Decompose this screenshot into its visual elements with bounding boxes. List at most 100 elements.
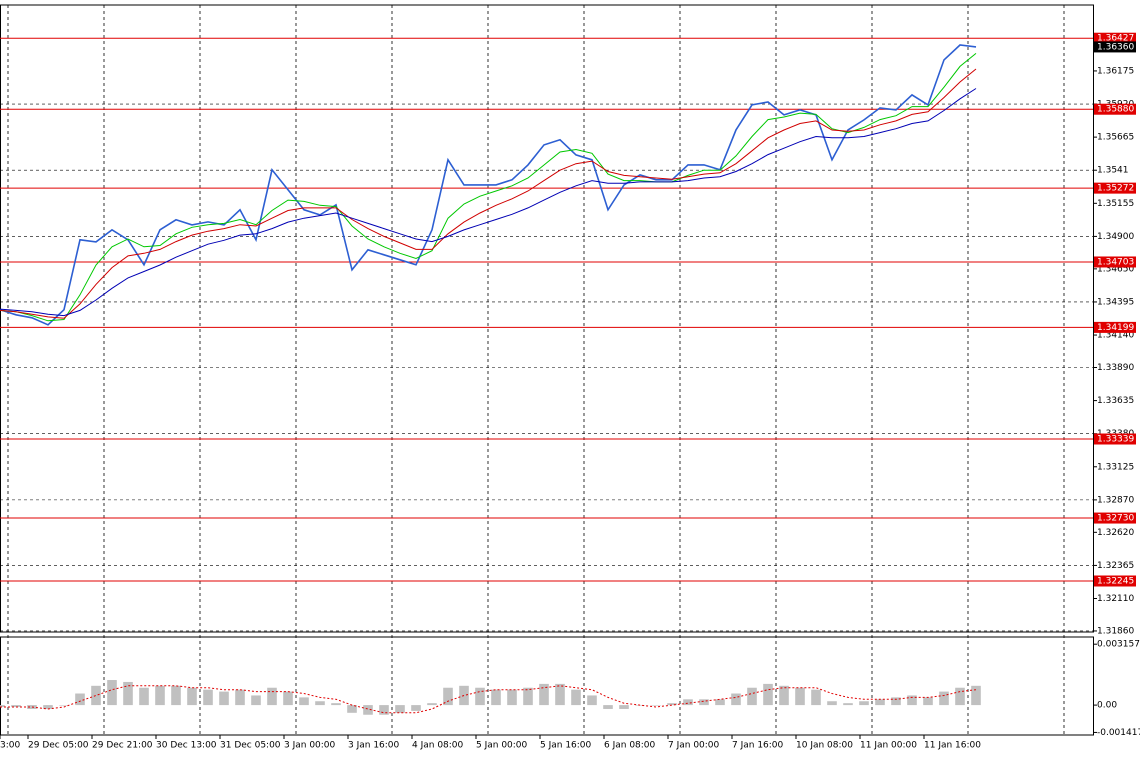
- histogram-bar: [443, 687, 453, 706]
- histogram-bar: [875, 699, 885, 706]
- histogram-bar: [587, 695, 597, 706]
- histogram-bar: [347, 705, 357, 713]
- x-tick-label: 29 Dec 05:00: [28, 741, 89, 751]
- x-tick-label: 10 Jan 08:00: [796, 741, 853, 751]
- histogram-bar: [203, 689, 213, 706]
- y-tick-label: 1.31860: [1097, 626, 1134, 636]
- y-tick-label: 1.36175: [1097, 66, 1134, 76]
- histogram-bar: [763, 683, 773, 706]
- histogram-bar: [91, 685, 101, 706]
- level-label: 1.35272: [1097, 184, 1134, 194]
- histogram-bar: [731, 693, 741, 706]
- level-label-box: [1094, 103, 1136, 115]
- level-label-box: [1094, 32, 1136, 44]
- histogram-bar: [715, 699, 725, 706]
- histogram-bar: [123, 681, 133, 706]
- histogram-bar: [747, 687, 757, 706]
- histogram-bar: [0, 705, 5, 708]
- moving-average: [0, 53, 977, 322]
- histogram-bar: [507, 689, 517, 706]
- plot-frame: [0, 636, 1094, 736]
- histogram-bar: [539, 683, 549, 706]
- x-tick-label: 29 Dec 21:00: [92, 741, 153, 751]
- histogram-bar: [187, 687, 197, 706]
- y-tick-label: 1.32365: [1097, 561, 1134, 571]
- x-tick-label: 3 Jan 16:00: [348, 741, 400, 751]
- x-tick-label: 6 Jan 08:00: [604, 741, 656, 751]
- histogram-bar: [107, 680, 117, 706]
- histogram-bar: [59, 705, 69, 706]
- histogram-bar: [171, 685, 181, 706]
- histogram-bar: [651, 705, 661, 706]
- moving-average: [0, 68, 977, 319]
- histogram-bar: [283, 691, 293, 706]
- x-tick-label: 5 Jan 16:00: [540, 741, 592, 751]
- histogram-bar: [603, 705, 613, 709]
- histogram-bar: [779, 685, 789, 706]
- histogram-bar: [43, 705, 53, 709]
- histogram-bar: [363, 705, 373, 715]
- level-label-box: [1094, 182, 1136, 194]
- histogram-bar: [619, 705, 629, 709]
- histogram-bar: [427, 703, 437, 706]
- x-tick-label: 5 Jan 00:00: [476, 741, 528, 751]
- x-tick-label: 11 Jan 16:00: [924, 741, 981, 751]
- histogram-bar: [11, 705, 21, 708]
- y-tick-label: 1.34900: [1097, 232, 1134, 242]
- level-label-box: [1094, 256, 1136, 268]
- histogram-bar: [75, 693, 85, 706]
- y-tick-label: 0.00: [1097, 701, 1117, 711]
- histogram-bar: [235, 689, 245, 706]
- histogram-bar: [331, 703, 341, 706]
- y-tick-label: 1.35665: [1097, 133, 1134, 143]
- current-price-box: [1094, 41, 1136, 53]
- histogram-bar: [955, 687, 965, 706]
- signal-line: [0, 685, 977, 714]
- histogram-bar: [939, 691, 949, 706]
- y-tick-label: 1.3541: [1097, 166, 1129, 176]
- y-tick-label: 1.34140: [1097, 331, 1134, 341]
- x-tick-label: 3:00: [0, 741, 20, 751]
- y-tick-label: 1.34650: [1097, 264, 1134, 274]
- histogram-bar: [699, 699, 709, 706]
- histogram-bar: [859, 701, 869, 706]
- histogram-bar: [379, 705, 389, 715]
- plot-frame: [0, 4, 1094, 633]
- histogram-bar: [155, 685, 165, 706]
- histogram-bar: [827, 701, 837, 706]
- level-label: 1.35880: [1097, 105, 1134, 115]
- histogram-bar: [475, 687, 485, 706]
- histogram-bar: [811, 689, 821, 706]
- level-label: 1.32245: [1097, 576, 1134, 586]
- x-tick-label: 11 Jan 00:00: [860, 741, 917, 751]
- x-tick-label: 7 Jan 00:00: [668, 741, 720, 751]
- histogram-bar: [795, 687, 805, 706]
- level-label: 1.32730: [1097, 514, 1134, 524]
- histogram-bar: [971, 685, 981, 706]
- x-tick-label: 31 Dec 05:00: [220, 741, 281, 751]
- histogram-bar: [555, 683, 565, 706]
- histogram-bar: [315, 701, 325, 706]
- histogram-bar: [571, 689, 581, 706]
- y-tick-label: 1.35155: [1097, 199, 1134, 209]
- y-tick-label: 1.34395: [1097, 297, 1134, 307]
- y-tick-label: -0.001417: [1097, 728, 1140, 738]
- level-label-box: [1094, 321, 1136, 333]
- histogram-bar: [251, 695, 261, 706]
- histogram-bar: [267, 687, 277, 706]
- x-tick-label: 4 Jan 08:00: [412, 741, 464, 751]
- y-tick-label: 1.32620: [1097, 528, 1134, 538]
- histogram-bar: [411, 705, 421, 711]
- level-label-box: [1094, 512, 1136, 524]
- x-tick-label: 30 Dec 13:00: [156, 741, 217, 751]
- y-tick-label: 1.32110: [1097, 594, 1134, 604]
- level-label: 1.33339: [1097, 435, 1134, 445]
- histogram-bar: [683, 699, 693, 706]
- histogram-bar: [523, 687, 533, 706]
- current-price-label: 1.36360: [1097, 42, 1134, 52]
- level-label: 1.34199: [1097, 323, 1134, 333]
- level-label: 1.34703: [1097, 257, 1134, 267]
- histogram-bar: [395, 705, 405, 713]
